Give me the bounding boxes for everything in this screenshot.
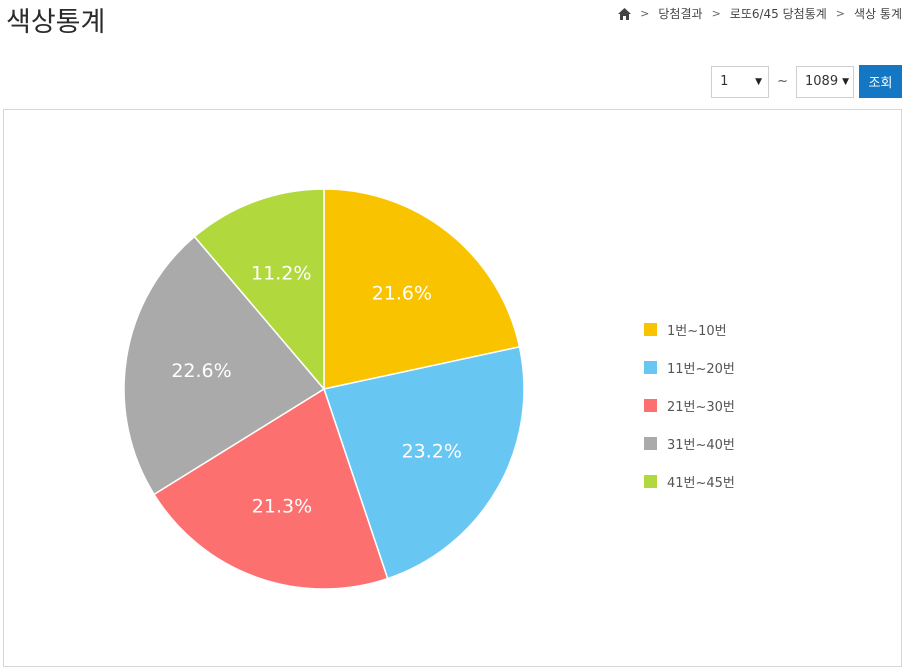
breadcrumb-item-lotto-stats[interactable]: 로또6/45 당첨통계: [729, 7, 827, 21]
legend-label: 11번~20번: [667, 361, 735, 377]
legend-swatch: [644, 474, 657, 488]
pie-slice[interactable]: [152, 387, 389, 590]
slice-label: 23.2%: [402, 440, 462, 462]
legend-item[interactable]: 31번~40번: [644, 424, 735, 462]
slice-label: 22.6%: [171, 360, 231, 382]
chart-legend: 1번~10번 11번~20번 21번~30번 31번~40번 41번~45번: [644, 310, 735, 500]
legend-swatch: [644, 360, 657, 374]
caret-down-icon: ▼: [755, 76, 763, 87]
legend-item[interactable]: 1번~10번: [644, 310, 735, 348]
breadcrumb-item-color-stats: 색상 통계: [854, 7, 902, 21]
chart-panel: 21.6% 23.2% 21.3% 22.6% 11.2% 1번~10번 11번~20번 2…: [3, 109, 902, 667]
pie-chart: 21.6% 23.2% 21.3% 22.6% 11.2%: [123, 188, 525, 590]
legend-item[interactable]: 41번~45번: [644, 462, 735, 500]
from-round-value: 1: [720, 74, 729, 89]
slice-label: 21.6%: [372, 283, 432, 305]
pie-slice[interactable]: [123, 235, 326, 496]
range-separator: ~: [777, 74, 788, 89]
legend-swatch: [644, 398, 657, 412]
legend-swatch: [644, 436, 657, 450]
legend-label: 1번~10번: [667, 323, 727, 339]
breadcrumb-item-results[interactable]: 당첨결과: [658, 7, 703, 21]
legend-swatch: [644, 322, 657, 336]
chevron-right-icon: >: [711, 7, 721, 20]
slice-label: 11.2%: [251, 263, 311, 285]
from-round-select[interactable]: 1 ▼: [711, 65, 770, 98]
legend-label: 21번~30번: [667, 399, 735, 415]
legend-item[interactable]: 11번~20번: [644, 348, 735, 386]
page-title: 색상통계: [6, 7, 106, 38]
legend-label: 31번~40번: [667, 437, 735, 453]
caret-down-icon: ▼: [842, 76, 850, 87]
to-round-value: 1089: [805, 74, 839, 89]
range-controls: 1 ▼ ~ 1089 ▼ 조회: [711, 65, 902, 98]
chevron-right-icon: >: [835, 7, 846, 20]
legend-label: 41번~45번: [667, 475, 735, 491]
pie-slice[interactable]: [323, 188, 521, 390]
to-round-select[interactable]: 1089 ▼: [796, 65, 854, 98]
breadcrumb: > 당첨결과 > 로또6/45 당첨통계 > 색상 통계: [618, 5, 902, 22]
home-icon[interactable]: [618, 7, 632, 20]
pie-slice[interactable]: [323, 345, 525, 580]
pie-slice[interactable]: [193, 188, 325, 392]
slice-label: 21.3%: [252, 496, 312, 518]
legend-item[interactable]: 21번~30번: [644, 386, 735, 424]
chevron-right-icon: >: [640, 7, 650, 20]
search-button[interactable]: 조회: [859, 65, 902, 98]
